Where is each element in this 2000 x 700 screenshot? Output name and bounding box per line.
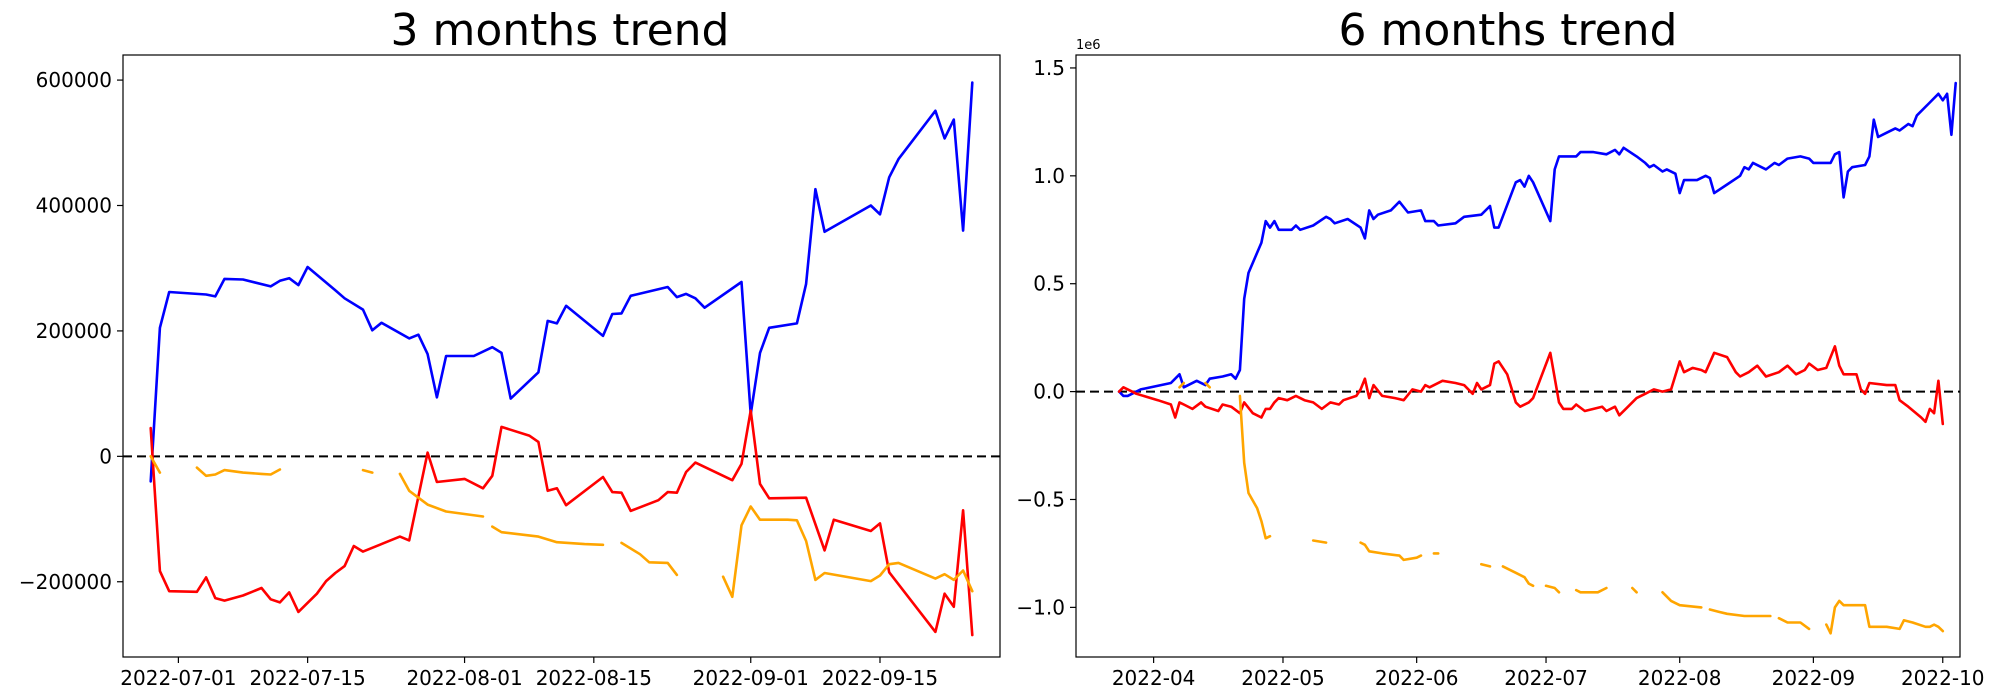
series-line-1 xyxy=(149,409,974,637)
series-line-0 xyxy=(1117,81,1957,398)
y-tick-label: 0 xyxy=(99,444,112,468)
x-tick-label: 2022-08-01 xyxy=(406,666,522,690)
x-tick-label: 2022-06 xyxy=(1375,666,1459,690)
series-layer xyxy=(1076,81,1960,635)
x-tick-label: 2022-09-01 xyxy=(693,666,809,690)
chart-title: 3 months trend xyxy=(391,5,730,56)
x-tick-label: 2022-09-15 xyxy=(822,666,938,690)
y-tick-label: −200000 xyxy=(19,570,112,594)
x-tick-label: 2022-10 xyxy=(1901,666,1985,690)
axis-layer: 2022-04 2022-05 2022-06 2022-07 2022-08 2022-… xyxy=(1016,38,1984,690)
x-tick-label: 2022-07 xyxy=(1504,666,1588,690)
y-tick-label: −0.5 xyxy=(1016,487,1065,511)
series-line-0 xyxy=(149,81,974,483)
series-line-2 xyxy=(1178,381,1945,635)
x-tick-label: 2022-05 xyxy=(1241,666,1325,690)
chart-title: 6 months trend xyxy=(1339,5,1678,56)
y-tick-label: 0.0 xyxy=(1033,380,1065,404)
y-tick-label: 1.0 xyxy=(1033,164,1065,188)
y-tick-label: 200000 xyxy=(36,319,112,343)
x-tick-label: 2022-04 xyxy=(1112,666,1196,690)
x-tick-label: 2022-08-15 xyxy=(536,666,652,690)
y-offset-label: 1e6 xyxy=(1076,38,1101,53)
chart-3-months: 3 months trend 2022-07-01 2022-07-15 2022-… xyxy=(19,5,1001,690)
x-tick-label: 2022-08 xyxy=(1638,666,1722,690)
y-tick-label: 0.5 xyxy=(1033,272,1065,296)
series-layer xyxy=(123,81,1000,637)
plot-frame xyxy=(122,54,1001,658)
axis-layer: 2022-07-01 2022-07-15 2022-08-01 2022-08-15… xyxy=(19,54,1001,690)
y-tick-label: 600000 xyxy=(36,68,112,92)
y-tick-label: 1.5 xyxy=(1033,56,1065,80)
series-line-1 xyxy=(1117,345,1945,426)
chart-6-months: 6 months trend 2022-04 2022-05 2022-06 2022… xyxy=(1016,5,1984,690)
series-line-2 xyxy=(149,455,974,599)
x-tick-label: 2022-07-01 xyxy=(120,666,236,690)
x-tick-label: 2022-09 xyxy=(1772,666,1856,690)
y-tick-label: 400000 xyxy=(36,194,112,218)
y-tick-label: −1.0 xyxy=(1016,595,1065,619)
plot-frame xyxy=(1075,54,1961,658)
x-tick-label: 2022-07-15 xyxy=(250,666,366,690)
